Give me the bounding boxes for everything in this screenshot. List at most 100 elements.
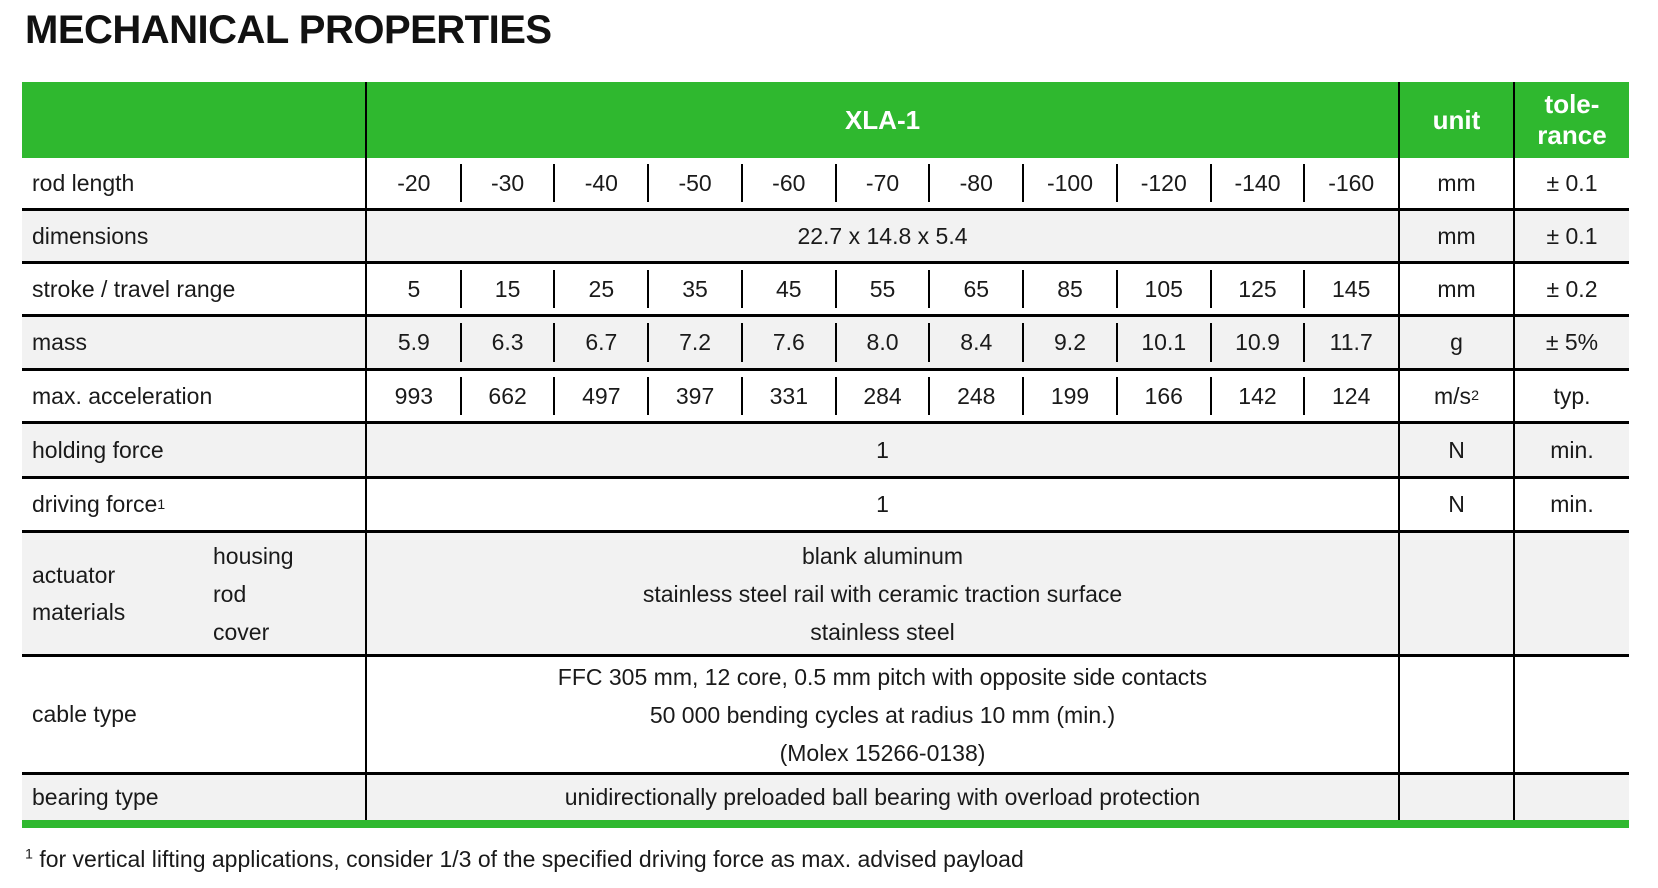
row-rod-length: rod length -20 -30 -40 -50 -60 -70 -80 -… [22,158,1629,211]
row-label: max. acceleration [32,382,213,409]
value-cell: 124 [1303,371,1398,421]
value-cell: 199 [1022,371,1117,421]
unit-cell: N [1398,424,1513,476]
value-cell: 248 [928,371,1023,421]
table-header-row: XLA-1 unit tole- rance [22,82,1629,158]
row-label: mass [32,329,87,355]
sublabel-rod: rod [213,580,247,607]
value-cell: 45 [740,264,836,314]
row-label: dimensions [32,222,149,249]
value-cell: FFC 305 mm, 12 core, 0.5 mm pitch with o… [557,663,1208,690]
header-empty-cell [22,82,365,158]
tolerance-cell: ± 0.1 [1513,211,1629,261]
value-cell: 10.9 [1209,317,1305,368]
value-cell: 25 [553,264,648,314]
value-cell: 6.3 [459,317,555,368]
value-cell: -40 [553,158,648,208]
tolerance-cell: ± 5% [1513,317,1629,368]
footnote-text: for vertical lifting applications, consi… [32,846,1024,872]
row-driving-force: driving force 1 1 N min. [22,479,1629,533]
value-cell: 105 [1115,264,1211,314]
tolerance-cell: min. [1513,424,1629,476]
row-values: 22.7 x 14.8 x 5.4 [365,211,1398,261]
row-values: unidirectionally preloaded ball bearing … [365,775,1398,820]
value-cell: 8.4 [928,317,1023,368]
value-cell: 5 [407,275,421,302]
sublabel-cover: cover [213,618,270,645]
value-cell: 497 [553,371,648,421]
sublabel-housing: housing [213,542,294,569]
tolerance-cell: typ. [1513,371,1629,421]
unit-cell [1398,657,1513,772]
row-label: holding force [32,436,164,463]
unit-cell: mm [1398,158,1513,208]
value-cell: 993 [394,382,434,409]
materials-label: actuator materials [32,561,126,625]
materials-sublabels: housing rod cover [213,537,294,651]
unit-base: m/s [1434,382,1472,409]
row-label-text: driving force [32,491,158,517]
row-holding-force: holding force 1 N min. [22,424,1629,479]
value-cell: 142 [1209,371,1305,421]
row-stroke: stroke / travel range 5 15 25 35 45 55 6… [22,264,1629,317]
row-actuator-materials: actuator materials housing rod cover bla… [22,533,1629,657]
value-cell: 284 [834,371,930,421]
tolerance-cell: ± 0.1 [1513,158,1629,208]
value-cell: 331 [740,371,836,421]
tolerance-header-line2: rance [1537,120,1607,150]
value-cell: 125 [1209,264,1305,314]
row-bearing-type: bearing type unidirectionally preloaded … [22,775,1629,828]
value-cell: -70 [834,158,930,208]
unit-cell: mm [1398,264,1513,314]
unit-cell [1398,533,1513,654]
row-label: actuator materials housing rod cover [22,533,365,654]
value-cell: stainless steel [810,618,955,645]
footnote: 1 for vertical lifting applications, con… [25,846,1024,873]
value-cell: -60 [740,158,836,208]
row-mass: mass 5.9 6.3 6.7 7.2 7.6 8.0 8.4 9.2 10.… [22,317,1629,371]
value-cell: 1 [876,491,889,517]
row-cable-type: cable type FFC 305 mm, 12 core, 0.5 mm p… [22,657,1629,775]
value-cell: 6.7 [553,317,648,368]
row-label: rod length [32,169,135,196]
unit-cell: mm [1398,211,1513,261]
row-values: 5.9 6.3 6.7 7.2 7.6 8.0 8.4 9.2 10.1 10.… [365,317,1398,368]
value-cell: 145 [1303,264,1398,314]
value-cell: 7.6 [740,317,836,368]
value-cell: 397 [647,371,742,421]
value-cell: 55 [834,264,930,314]
value-cell: 15 [459,264,555,314]
unit-cell: g [1398,317,1513,368]
row-values: 1 [365,424,1398,476]
value-cell: -160 [1303,158,1398,208]
value-cell: 9.2 [1022,317,1117,368]
value-cell: 662 [459,371,555,421]
unit-cell: m/s 2 [1398,371,1513,421]
value-cell: 50 000 bending cycles at radius 10 mm (m… [649,701,1116,728]
value-cell: blank aluminum [801,542,964,569]
value-cell: 1 [876,436,889,463]
value-cell: -100 [1022,158,1117,208]
mechanical-properties-table: XLA-1 unit tole- rance rod length -20 -3… [22,82,1629,828]
value-cell: 8.0 [834,317,930,368]
value-cell: 22.7 x 14.8 x 5.4 [797,222,968,249]
unit-cell: N [1398,479,1513,530]
row-label: bearing type [32,784,159,810]
row-values: FFC 305 mm, 12 core, 0.5 mm pitch with o… [365,657,1398,772]
row-label: cable type [32,701,137,727]
tolerance-cell [1513,657,1629,772]
row-dimensions: dimensions 22.7 x 14.8 x 5.4 mm ± 0.1 [22,211,1629,264]
value-cell: 35 [647,264,742,314]
row-values: -20 -30 -40 -50 -60 -70 -80 -100 -120 -1… [365,158,1398,208]
value-cell: 166 [1115,371,1211,421]
row-values: blank aluminum stainless steel rail with… [365,533,1398,654]
value-cell: -140 [1209,158,1305,208]
value-cell: (Molex 15266-0138) [779,739,986,766]
header-unit-cell: unit [1398,82,1513,158]
value-cell: 65 [928,264,1023,314]
value-cell: -50 [647,158,742,208]
value-cell: unidirectionally preloaded ball bearing … [564,784,1201,810]
value-cell: -120 [1115,158,1211,208]
page-title: MECHANICAL PROPERTIES [25,8,552,52]
row-values: 5 15 25 35 45 55 65 85 105 125 145 [365,264,1398,314]
